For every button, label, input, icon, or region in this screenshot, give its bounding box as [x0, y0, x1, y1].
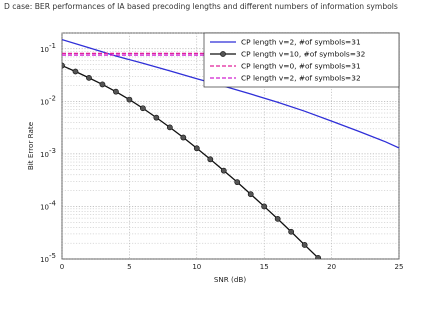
y-tick: 10 -2 [40, 94, 56, 106]
data-point [248, 192, 253, 197]
y-tick-base: 10 [40, 151, 49, 159]
legend-label-3: CP length v=0, #of symbols=31 [241, 62, 361, 71]
x-tick-label: 10 [192, 263, 201, 271]
y-tick-base: 10 [40, 203, 49, 211]
y-tick-exponent: -2 [49, 94, 56, 102]
x-tick-label: 25 [395, 263, 404, 271]
data-point [59, 63, 64, 68]
legend-label-1: CP length v=2, #of symbols=31 [241, 38, 361, 47]
data-point [275, 216, 280, 221]
data-point [140, 106, 145, 111]
x-tick-label: 0 [60, 263, 64, 271]
data-point [208, 157, 213, 162]
data-point [86, 75, 91, 80]
y-tick-exponent: -1 [49, 42, 56, 50]
data-point [113, 89, 118, 94]
data-point [167, 125, 172, 130]
y-axis-label: Bit Error Rate [26, 121, 35, 170]
data-point [194, 146, 199, 151]
legend-label-2: CP length v=10, #of symbols=32 [241, 50, 365, 59]
y-tick-labels: 10-110-210-310-410-5 [40, 42, 56, 264]
y-tick-base: 10 [40, 46, 49, 54]
data-point [100, 82, 105, 87]
data-point [181, 135, 186, 140]
legend-marker [220, 51, 225, 56]
y-tick-base: 10 [40, 98, 49, 106]
x-tick-label: 20 [327, 263, 336, 271]
y-tick: 10 -4 [40, 199, 56, 211]
data-point [127, 97, 132, 102]
y-tick-exponent: -3 [49, 147, 56, 155]
x-tick-label: 5 [127, 263, 131, 271]
legend-label-4: CP length v=2, #of symbols=32 [241, 74, 361, 83]
x-tick-label: 15 [260, 263, 269, 271]
y-tick: 10 -1 [40, 42, 56, 54]
data-point [154, 115, 159, 120]
data-point [262, 204, 267, 209]
data-point [316, 255, 321, 260]
data-point [302, 242, 307, 247]
data-point [235, 180, 240, 185]
data-point [289, 229, 294, 234]
data-point [342, 281, 347, 286]
y-tick-exponent: -5 [49, 252, 56, 260]
data-point [221, 168, 226, 173]
y-tick: 10 -5 [40, 252, 56, 264]
legend: CP length v=2, #of symbols=31 CP length v… [204, 33, 399, 87]
x-axis-label: SNR (dB) [214, 275, 247, 284]
y-tick-exponent: -4 [49, 199, 57, 207]
y-tick-base: 10 [40, 256, 49, 264]
data-point [73, 69, 78, 74]
x-tick-labels: 0 5 10 15 20 25 [60, 263, 404, 271]
y-tick: 10 -3 [40, 147, 56, 159]
